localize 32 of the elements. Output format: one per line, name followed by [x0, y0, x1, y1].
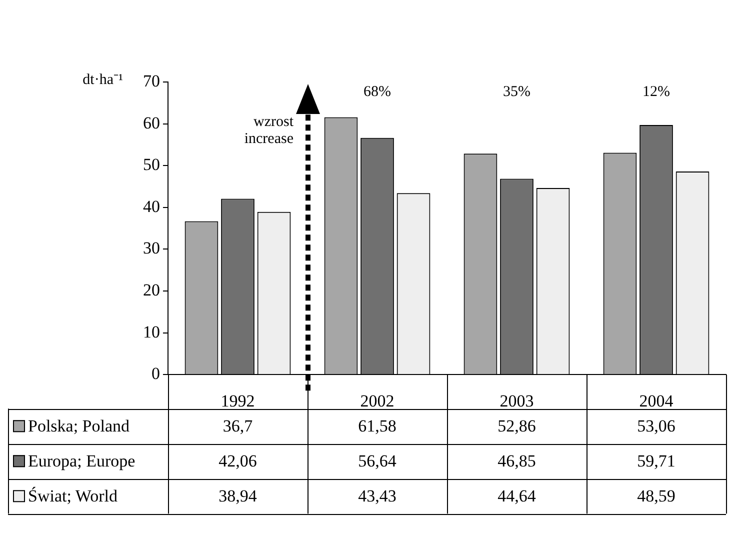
- x-tick-label: 2002: [360, 391, 394, 410]
- data-label: 48,59: [637, 486, 676, 506]
- data-label: 38,94: [218, 486, 258, 506]
- data-label: 44,64: [498, 486, 536, 506]
- y-tick-label: 0: [152, 364, 160, 384]
- data-label: 42,06: [218, 452, 257, 471]
- x-tick-label: 2004: [639, 391, 674, 410]
- legend-label: Świat; World: [28, 486, 118, 506]
- data-label: 46,85: [498, 452, 536, 471]
- data-label: 53,06: [637, 416, 676, 436]
- annotation: 68%: [364, 84, 391, 100]
- y-tick-label: 10: [143, 322, 160, 342]
- annotation: wzrost increase: [244, 114, 294, 147]
- data-label: 36,7: [222, 416, 254, 436]
- y-tick-label: 60: [143, 113, 160, 132]
- data-label: 59,71: [637, 452, 676, 471]
- y-tick-label: 50: [143, 155, 160, 174]
- data-label: 43,43: [358, 486, 396, 506]
- annotation: 35%: [503, 84, 530, 100]
- x-tick-label: 1992: [220, 391, 255, 410]
- y-axis-title: dt·ha⁻¹: [82, 72, 123, 88]
- data-label: 61,58: [358, 416, 396, 436]
- y-tick-label: 30: [143, 238, 160, 258]
- x-tick-label: 2003: [500, 391, 534, 410]
- legend-label: Polska; Poland: [28, 416, 130, 436]
- y-tick-label: 40: [143, 196, 160, 216]
- data-label: 56,64: [358, 452, 397, 471]
- y-tick-label: 70: [143, 71, 160, 90]
- y-tick-label: 20: [143, 280, 160, 300]
- annotation: 12%: [642, 84, 670, 100]
- data-label: 52,86: [498, 416, 536, 436]
- legend-label: Europa; Europe: [28, 452, 136, 471]
